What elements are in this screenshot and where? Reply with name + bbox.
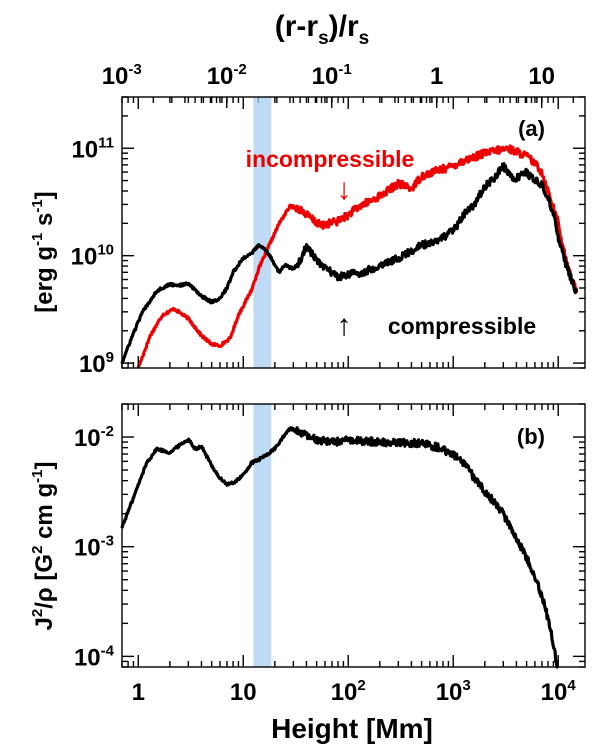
x-tick-label: 10: [230, 679, 257, 706]
panel-a-y-axis-title: [erg g-1 s-1]: [29, 191, 58, 312]
series-line-compressible: [120, 162, 579, 365]
panel-a-y-tick-labels: 109 1010 1011: [71, 134, 114, 378]
compressible-arrow: ↑: [337, 309, 352, 342]
panel-a-frame: [121, 96, 586, 369]
panel-a-series: [120, 144, 579, 369]
panel-a: 109 1010 1011 (a) incompressible ↓ ↑ compr…: [29, 96, 586, 378]
top-tick-label: 10-3: [102, 61, 142, 90]
x-tick-label: 102: [331, 677, 366, 706]
y-tick-label: 1010: [71, 242, 114, 271]
y-tick-label: 10-4: [74, 642, 115, 671]
top-tick-label: 10: [528, 63, 555, 90]
panel-b-frame: [121, 403, 586, 668]
panel-b-label: (b): [517, 424, 545, 449]
top-tick-label: 10-1: [312, 61, 352, 90]
panel-b-y-axis-title: J2/ρ [G2 cm g-1]: [29, 462, 58, 631]
top-axis-title: (r-rs)/rs: [275, 10, 370, 49]
panel-b-series: [120, 426, 560, 669]
y-tick-label: 10-2: [74, 423, 114, 452]
bottom-x-tick-labels: 1 10 102 103 104: [132, 677, 577, 706]
x-tick-label: 1: [132, 679, 145, 706]
shaded-band-a: [253, 97, 272, 368]
panel-b: 10-4 10-3 10-2 1 10 102 103 104 (b) J2/ρ [G2 c…: [29, 403, 586, 744]
y-tick-label: 1011: [71, 134, 114, 163]
top-tick-label: 10-2: [207, 61, 247, 90]
y-tick-label: 10-3: [74, 533, 114, 562]
panel-b-y-tick-labels: 10-4 10-3 10-2: [74, 423, 115, 671]
incompressible-label: incompressible: [246, 146, 415, 172]
series-line-j2-rho: [120, 426, 560, 669]
compressible-label: compressible: [388, 313, 536, 339]
panel-a-label: (a): [518, 116, 545, 141]
y-tick-label: 109: [79, 349, 114, 378]
incompressible-arrow: ↓: [337, 173, 352, 206]
panel-a-ticks: [121, 96, 585, 369]
x-axis-title: Height [Mm]: [271, 713, 433, 744]
series-line-incompressible: [136, 144, 579, 369]
top-tick-label: 1: [430, 63, 443, 90]
x-tick-label: 103: [436, 677, 471, 706]
x-tick-label: 104: [541, 677, 577, 706]
panel-b-ticks: [121, 403, 585, 668]
shaded-band-b: [253, 404, 272, 667]
top-axis-ticks: 10-3 10-2 10-1 1 10: [102, 61, 574, 108]
